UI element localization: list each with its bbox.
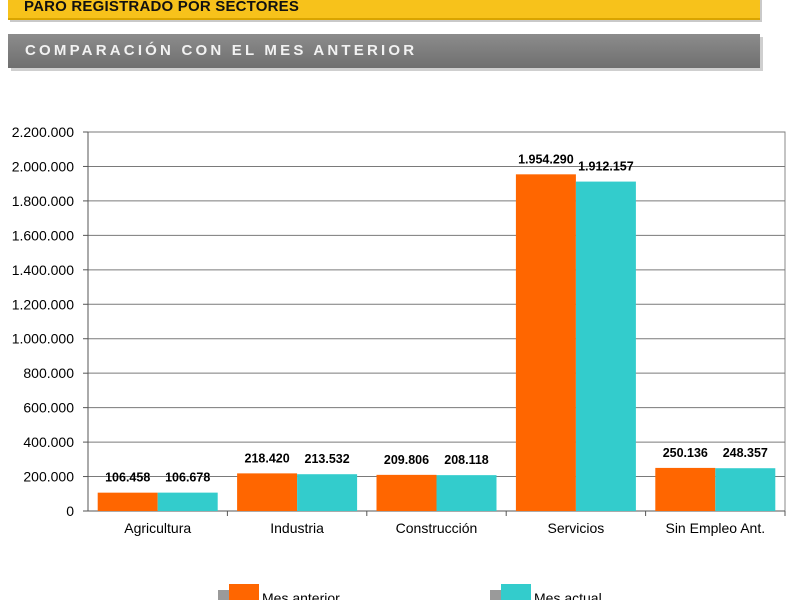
data-label: 106.678	[165, 471, 210, 485]
bar	[297, 474, 358, 511]
data-label: 250.136	[663, 446, 708, 460]
x-tick-label: Industria	[270, 520, 324, 536]
data-label: 213.532	[305, 452, 350, 466]
y-tick-label: 1.000.000	[12, 331, 74, 347]
bar	[157, 492, 218, 511]
legend-label: Mes anterior	[262, 590, 340, 600]
data-label: 209.806	[384, 453, 429, 467]
page-title: PARO REGISTRADO POR SECTORES	[24, 0, 300, 15]
y-tick-label: 1.800.000	[12, 193, 74, 209]
page-subtitle: COMPARACIÓN CON EL MES ANTERIOR	[25, 42, 418, 59]
bar	[715, 468, 776, 511]
x-tick-label: Sin Empleo Ant.	[665, 520, 765, 536]
y-tick-label: 1.200.000	[12, 296, 74, 312]
data-label: 1.954.290	[518, 152, 574, 166]
x-tick-label: Servicios	[548, 520, 605, 536]
x-tick-label: Agricultura	[124, 520, 191, 536]
data-label: 1.912.157	[578, 160, 634, 174]
data-label: 208.118	[444, 453, 489, 467]
legend-swatch	[501, 584, 531, 600]
bar	[575, 181, 636, 511]
y-tick-label: 800.000	[23, 365, 74, 381]
y-tick-label: 600.000	[23, 400, 74, 416]
data-label: 106.458	[105, 471, 150, 485]
y-tick-label: 400.000	[23, 434, 74, 450]
legend-swatch-shadow	[218, 590, 230, 600]
x-tick-label: Construcción	[396, 520, 478, 536]
y-tick-label: 0	[66, 503, 74, 519]
legend-label: Mes actual	[534, 590, 602, 600]
bar	[237, 473, 298, 511]
legend-swatch-shadow	[490, 590, 502, 600]
y-tick-label: 1.600.000	[12, 227, 74, 243]
bar	[97, 492, 158, 511]
bar	[655, 467, 716, 511]
bar	[436, 475, 497, 511]
title-banner: PARO REGISTRADO POR SECTORES	[8, 0, 760, 20]
y-tick-label: 200.000	[23, 469, 74, 485]
data-label: 218.420	[245, 451, 290, 465]
y-tick-label: 1.400.000	[12, 262, 74, 278]
y-tick-label: 2.200.000	[12, 124, 74, 140]
bar	[376, 474, 437, 511]
data-label: 248.357	[723, 446, 768, 460]
subtitle-banner: COMPARACIÓN CON EL MES ANTERIOR	[8, 34, 760, 68]
y-tick-label: 2.000.000	[12, 158, 74, 174]
bar	[515, 174, 576, 511]
legend-swatch	[229, 584, 259, 600]
